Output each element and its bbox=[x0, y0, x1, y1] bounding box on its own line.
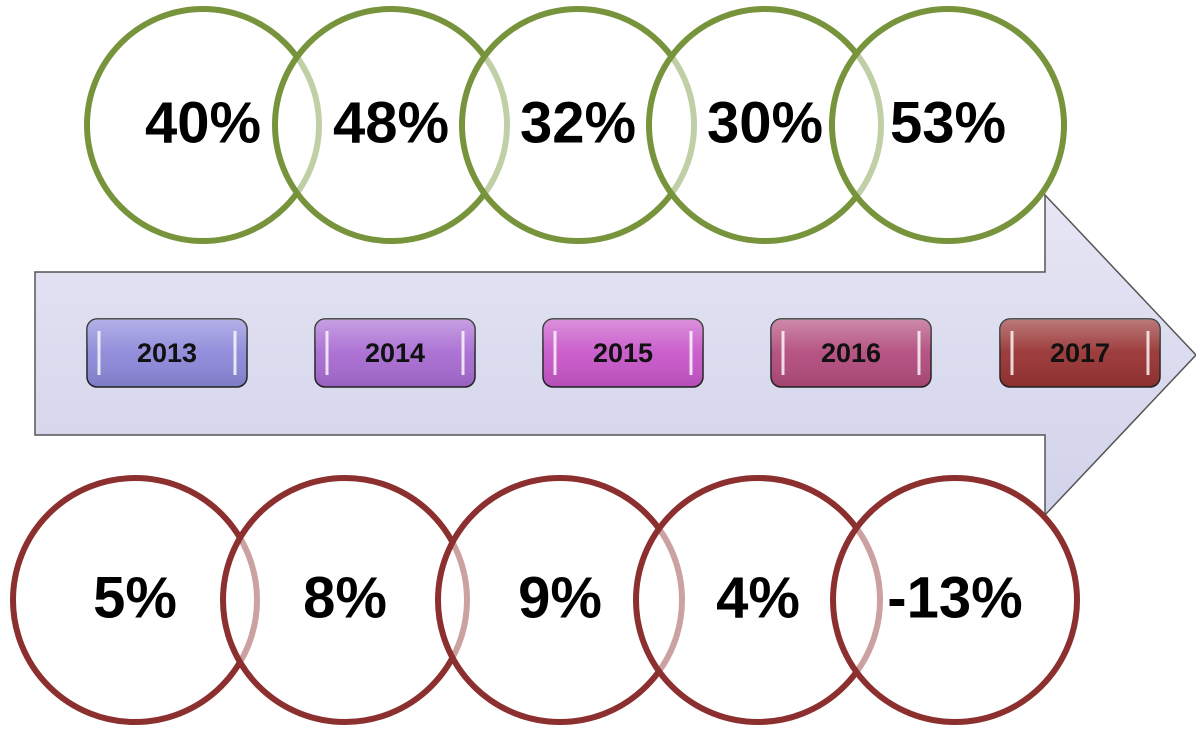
year-box: 2016 bbox=[770, 318, 932, 388]
year-label: 2014 bbox=[365, 338, 425, 368]
diagram-layer: 2013 2014 2015 2016 2017 40% 48% 32% 30% 53% 5% 8% 9… bbox=[10, 6, 1161, 725]
bottom-value: 9% bbox=[518, 565, 602, 630]
top-circle bbox=[829, 6, 1067, 244]
year-box-gloss bbox=[87, 319, 247, 387]
year-box: 2017 bbox=[999, 318, 1161, 388]
bottom-value: 5% bbox=[93, 565, 177, 630]
year-box-gloss bbox=[771, 319, 931, 387]
top-value: 40% bbox=[145, 90, 261, 155]
top-value: 48% bbox=[333, 90, 449, 155]
year-box-gloss bbox=[543, 319, 703, 387]
top-value: 32% bbox=[520, 90, 636, 155]
year-label: 2013 bbox=[137, 338, 197, 368]
year-box: 2015 bbox=[542, 318, 704, 388]
year-label: 2017 bbox=[1050, 338, 1110, 368]
year-label: 2015 bbox=[593, 338, 653, 368]
bottom-value: 4% bbox=[716, 565, 800, 630]
year-box: 2013 bbox=[86, 318, 248, 388]
bottom-value: 8% bbox=[303, 565, 387, 630]
top-value: 53% bbox=[890, 90, 1006, 155]
year-label: 2016 bbox=[821, 338, 881, 368]
bottom-circle bbox=[830, 475, 1080, 725]
year-box-gloss bbox=[1000, 319, 1160, 387]
year-box-gloss bbox=[315, 319, 475, 387]
top-value: 30% bbox=[707, 90, 823, 155]
bottom-value: -13% bbox=[887, 565, 1022, 630]
year-box: 2014 bbox=[314, 318, 476, 388]
